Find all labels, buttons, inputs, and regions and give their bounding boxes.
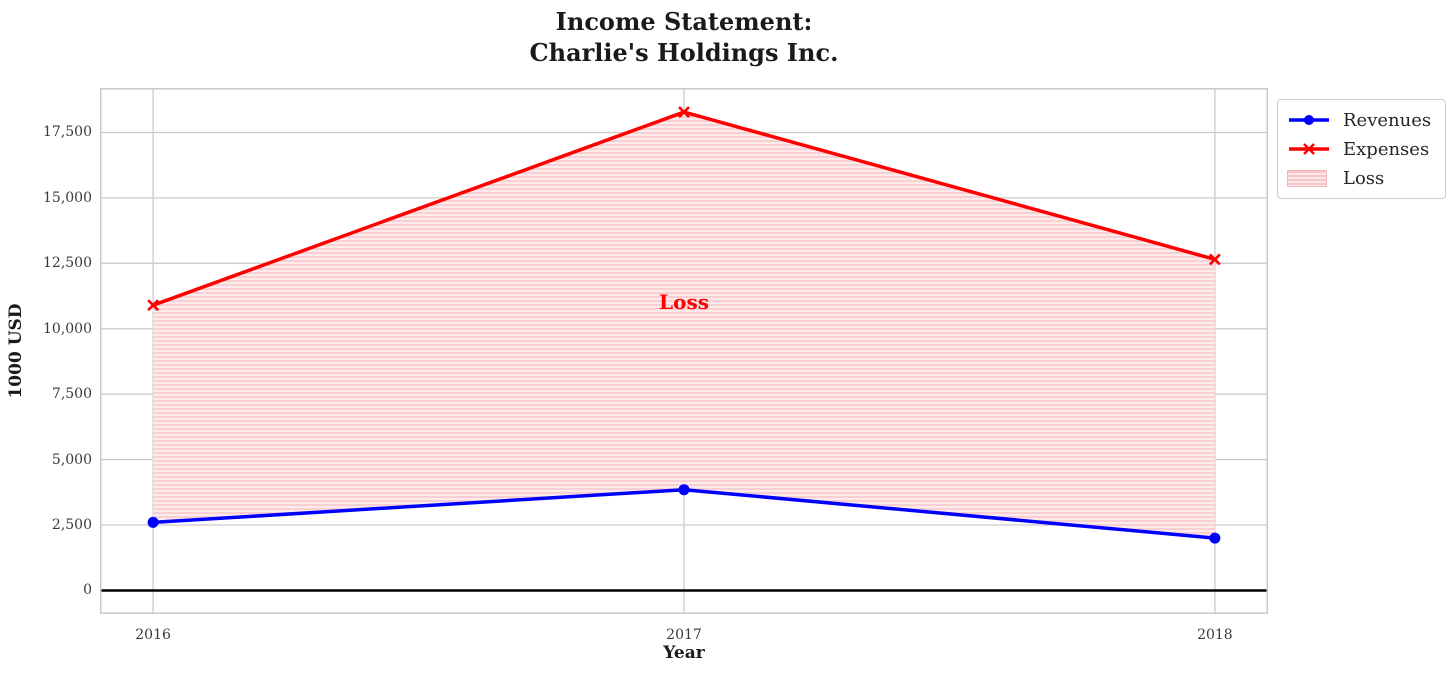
legend-item-loss: Loss (1287, 166, 1431, 190)
y-tick-label: 15,000 (43, 189, 92, 206)
x-tick-label: 2018 (1197, 627, 1233, 643)
legend-label-expenses: Expenses (1343, 138, 1430, 160)
plot-frame (100, 88, 1268, 614)
y-tick-label: 10,000 (43, 320, 92, 337)
legend-label-loss: Loss (1343, 167, 1385, 189)
expenses-line-swatch-icon (1289, 143, 1329, 155)
x-axis-label: Year (663, 643, 705, 663)
chart-title-line1: Income Statement: (555, 7, 813, 36)
legend-label-revenues: Revenues (1343, 109, 1432, 131)
chart-title: Income Statement: Charlie's Holdings Inc… (100, 6, 1268, 68)
y-tick-label: 5,000 (51, 451, 92, 468)
chart-title-line2: Charlie's Holdings Inc. (529, 38, 839, 67)
loss-region (153, 112, 1215, 539)
legend-item-expenses: Expenses (1287, 137, 1431, 161)
legend: Revenues Expenses Loss (1277, 99, 1447, 199)
revenues-line-swatch-icon (1289, 115, 1329, 125)
legend-item-revenues: Revenues (1287, 108, 1431, 132)
x-tick-label: 2017 (666, 627, 702, 643)
y-tick-label: 17,500 (43, 124, 92, 141)
y-tick-label: 7,500 (51, 386, 92, 403)
y-tick-label: 0 (83, 582, 92, 599)
data-series (147, 106, 1221, 544)
loss-annotation: Loss (659, 289, 709, 314)
loss-patch-swatch-icon (1287, 169, 1327, 187)
x-tick-label: 2016 (135, 627, 171, 643)
y-tick-label: 12,500 (43, 255, 92, 272)
plot-area (100, 88, 1268, 614)
y-tick-label: 2,500 (51, 517, 92, 534)
